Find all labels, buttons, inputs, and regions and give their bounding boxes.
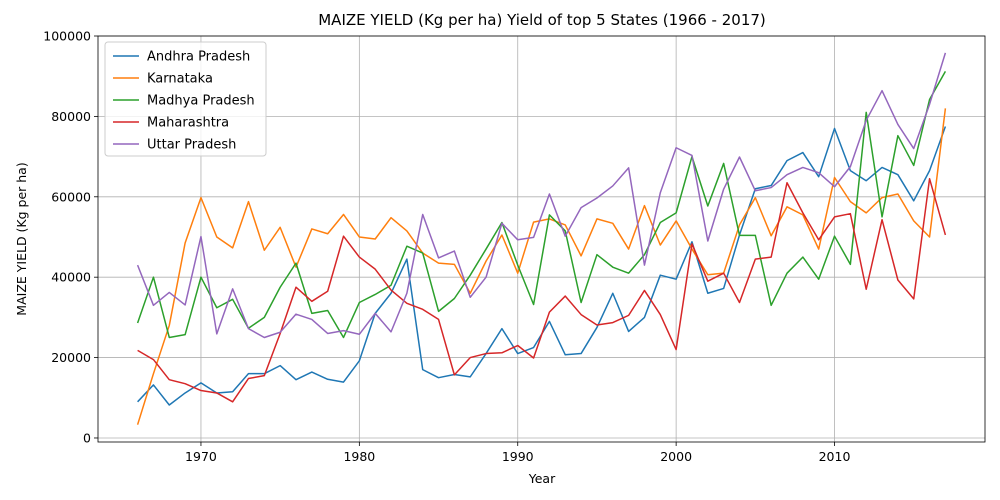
series-line-uttar-pradesh <box>136 52 947 339</box>
y-tick-label: 60000 <box>51 189 91 204</box>
y-axis-label: MAIZE YIELD (Kg per ha) <box>14 162 29 315</box>
series-lines <box>136 52 947 425</box>
legend: Andhra Pradesh Karnataka Madhya Pradesh Mah… <box>104 41 267 157</box>
legend-box <box>104 41 267 157</box>
legend-label-karnataka: Karnataka <box>147 72 213 87</box>
legend-label-madhya-pradesh: Madhya Pradesh <box>147 94 255 109</box>
y-tick-label: 100000 <box>43 29 91 44</box>
x-axis-label: Year <box>528 471 556 486</box>
series-line-madhya-pradesh <box>136 71 947 339</box>
chart-title: MAIZE YIELD (Kg per ha) Yield of top 5 S… <box>318 11 766 29</box>
x-tick-label: 1980 <box>343 449 375 464</box>
x-tick-label: 2010 <box>819 449 851 464</box>
y-tick-label: 80000 <box>51 109 91 124</box>
legend-label-andhra-pradesh: Andhra Pradesh <box>147 50 250 65</box>
plot-area-frame <box>97 35 986 443</box>
series-line-maharashtra <box>137 177 947 403</box>
legend-label-maharashtra: Maharashtra <box>147 116 229 131</box>
x-tick-label: 1990 <box>502 449 534 464</box>
x-tick-label: 2000 <box>660 449 692 464</box>
legend-label-uttar-pradesh: Uttar Pradesh <box>147 138 236 153</box>
y-tick-label: 40000 <box>51 270 91 285</box>
y-tick-label: 20000 <box>51 350 91 365</box>
axis-ticks: 1970 1980 1990 2000 2010 0 20000 40000 60000 8000… <box>43 29 850 465</box>
y-tick-label: 0 <box>83 430 91 445</box>
series-line-karnataka <box>136 108 947 425</box>
x-tick-label: 1970 <box>185 449 217 464</box>
